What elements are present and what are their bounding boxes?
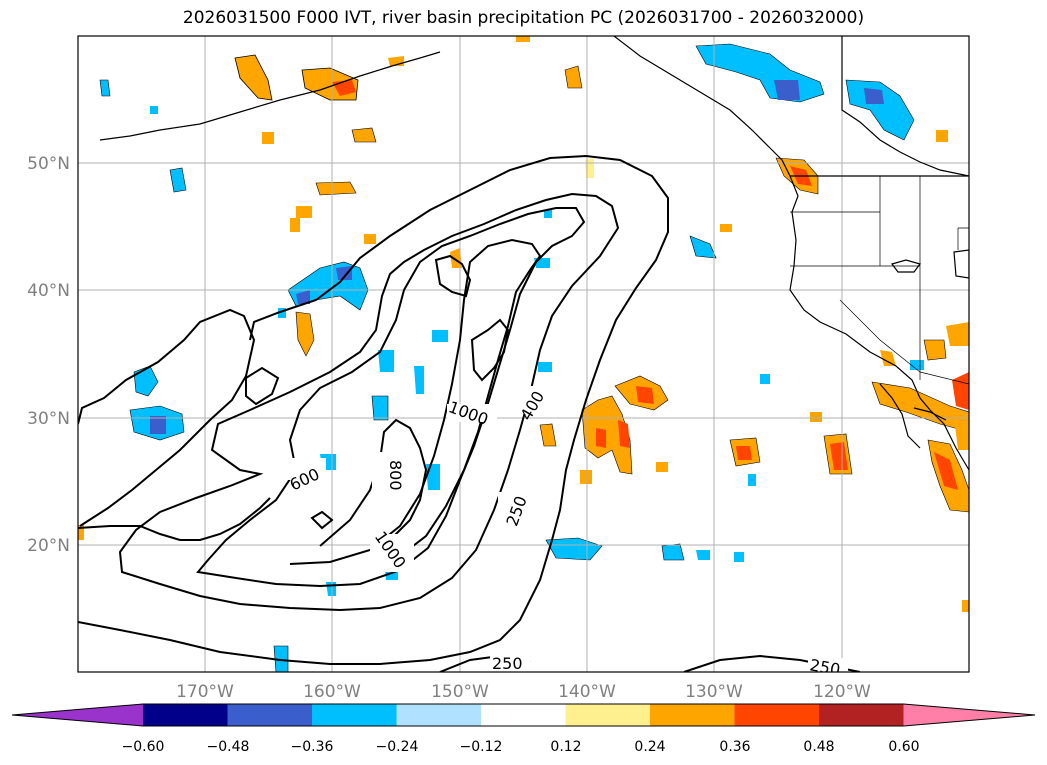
contour-label: 250 (492, 654, 523, 673)
contour-label: 250 (808, 655, 841, 679)
colorbar-segment (481, 704, 566, 726)
colorbar-tick-label: 0.12 (550, 739, 581, 755)
colorbar-segment (396, 704, 482, 726)
lat-label: 40°N (27, 281, 70, 301)
negative-patch (99, 43, 924, 672)
colorbar-tick-label: 0.48 (803, 739, 834, 755)
map-frame (77, 35, 970, 673)
map-area (78, 36, 969, 672)
lon-label: 130°W (685, 682, 743, 702)
precip-patches (78, 36, 969, 672)
colorbar-segment (312, 704, 397, 726)
colorbar (11, 703, 1036, 727)
contour-label: 800 (386, 460, 405, 491)
colorbar-extend-right (903, 704, 1035, 726)
colorbar-tick-label: −0.24 (376, 739, 419, 755)
colorbar-ticks: −0.60 −0.48 −0.36 −0.24 −0.12 0.12 0.24 … (122, 739, 920, 755)
positive-patch (78, 36, 969, 612)
colorbar-tick-label: 0.60 (888, 739, 919, 755)
latitude-labels: 50°N 40°N 30°N 20°N (27, 154, 70, 556)
colorbar-segment (819, 704, 904, 726)
colorbar-tick-label: −0.36 (291, 739, 334, 755)
lon-label: 120°W (813, 682, 871, 702)
colorbar-segment (143, 704, 228, 726)
colorbar-segment (650, 704, 735, 726)
state-borders (790, 176, 969, 385)
lon-label: 140°W (558, 682, 616, 702)
lon-label: 150°W (431, 682, 489, 702)
lat-label: 30°N (27, 409, 70, 429)
colorbar-tick-label: 0.24 (634, 739, 665, 755)
lon-label: 160°W (303, 682, 361, 702)
coastlines (99, 36, 969, 471)
colorbar-segment (565, 704, 651, 726)
figure-title: 2026031500 F000 IVT, river basin precipi… (182, 8, 865, 28)
longitude-labels: 170°W 160°W 150°W 140°W 130°W 120°W (176, 682, 871, 702)
gridlines (78, 36, 969, 672)
colorbar-outline (11, 703, 1036, 727)
colorbar-extend-left (12, 704, 143, 726)
lat-label: 50°N (27, 154, 70, 174)
colorbar-tick-label: −0.12 (460, 739, 503, 755)
colorbar-segment (227, 704, 313, 726)
lat-label: 20°N (27, 536, 70, 556)
colorbar-tick-label: 0.36 (719, 739, 750, 755)
lon-label: 170°W (176, 682, 234, 702)
colorbar-segment (734, 704, 820, 726)
colorbar-tick-label: −0.60 (122, 739, 165, 755)
colorbar-tick-label: −0.48 (207, 739, 250, 755)
